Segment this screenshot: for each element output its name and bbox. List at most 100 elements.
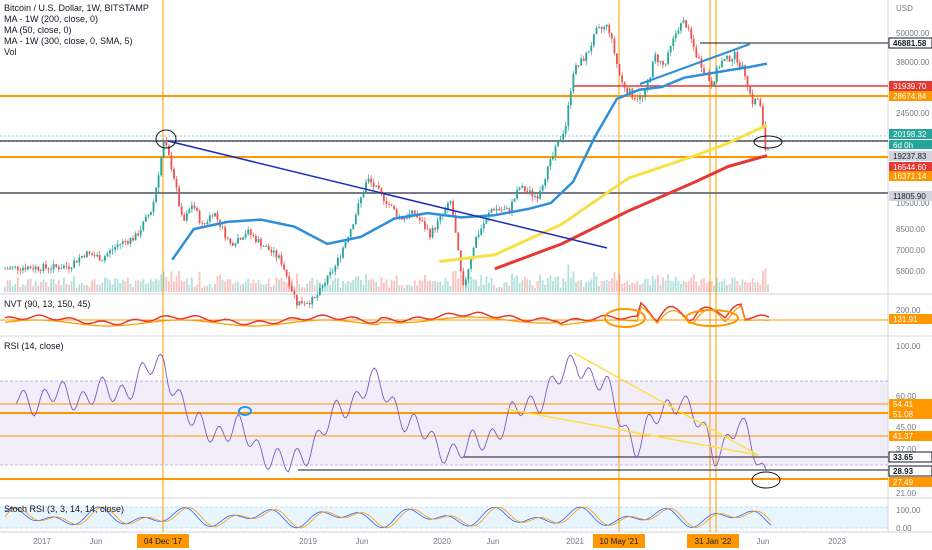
candle-body [436, 220, 439, 230]
candle-body [63, 265, 65, 269]
candle-body [751, 93, 754, 105]
candle-body [546, 166, 549, 180]
volume-bar [623, 282, 626, 292]
volume-bar [406, 284, 408, 292]
volume-bar [178, 271, 180, 292]
price-trendline [639, 43, 751, 85]
volume-bar [193, 286, 196, 292]
volume-bar [521, 280, 524, 292]
indicator-volume[interactable]: Vol [4, 47, 17, 57]
volume-bar [257, 279, 260, 292]
stoch-title[interactable]: Stoch RSI (3, 3, 14, 14, close) [4, 504, 125, 514]
volume-bar [516, 275, 518, 292]
volume-bar [436, 281, 439, 292]
price-tick: 24500.00 [896, 109, 930, 118]
rsi-title[interactable]: RSI (14, close) [4, 341, 64, 351]
candle-body [265, 245, 268, 247]
nvt-title[interactable]: NVT (90, 13, 150, 45) [4, 299, 91, 309]
volume-bar [344, 283, 347, 292]
candle-body [767, 149, 769, 151]
volume-bar [37, 285, 40, 292]
time-tick: Jun [90, 537, 103, 546]
volume-bar [127, 277, 129, 292]
candle-body [651, 61, 654, 78]
volume-bar [93, 279, 96, 292]
candle-body [162, 141, 165, 158]
volume-bar [610, 278, 613, 292]
rsi-label-box [889, 399, 932, 409]
candle-body [14, 266, 17, 268]
volume-bar [585, 282, 588, 292]
volume-bar [544, 284, 547, 292]
volume-bar [582, 286, 585, 292]
indicator-ma50[interactable]: MA (50, close, 0) [4, 25, 72, 35]
volume-bar [152, 281, 155, 292]
candle-body [114, 247, 116, 250]
volume-bar [224, 281, 227, 292]
candle-body [749, 86, 751, 94]
candle-body [321, 285, 324, 288]
indicator-ma300[interactable]: MA - 1W (300, close, 0, SMA, 5) [4, 36, 133, 46]
candle-body [334, 265, 337, 272]
candle-body [503, 209, 506, 210]
volume-bar [109, 280, 111, 292]
volume-bar [101, 282, 104, 292]
candle-body [249, 229, 252, 235]
stoch-d-line [4, 506, 772, 529]
candle-body [710, 80, 713, 87]
candle-body [598, 27, 600, 28]
volume-bar [672, 281, 675, 292]
volume-bar [616, 280, 618, 292]
volume-bar [677, 281, 680, 292]
volume-bar [518, 283, 521, 292]
candle-body [168, 145, 170, 155]
volume-bar [705, 282, 708, 292]
volume-bar [147, 283, 150, 292]
candle-body [703, 68, 705, 74]
candle-body [557, 141, 559, 147]
candle-body [406, 217, 408, 219]
volume-bar [331, 280, 334, 292]
candle-body [657, 54, 659, 63]
ma50-line [171, 62, 768, 261]
candle-body [674, 33, 677, 39]
candle-body [152, 202, 155, 212]
time-marker-box [137, 534, 189, 548]
volume-bar [646, 278, 649, 292]
volume-bar [157, 280, 160, 292]
chart-series [4, 62, 772, 529]
nvt-ellipse-1 [604, 308, 646, 328]
candle-body [452, 201, 454, 216]
candle-body [449, 201, 452, 204]
indicator-ma200[interactable]: MA - 1W (200, close, 0) [4, 14, 99, 24]
volume-bar [549, 275, 552, 292]
candle-body [429, 229, 431, 238]
volume-bar [47, 286, 50, 292]
candle-body [278, 255, 280, 258]
volume-bar [639, 284, 641, 292]
volume-bar [562, 278, 565, 292]
volume-bar [603, 281, 605, 292]
volume-bar [395, 275, 398, 292]
price-axis: USD 50000.00 38000.00 24500.00 10500.00 8500.… [888, 4, 932, 533]
volume-bar [388, 287, 390, 292]
volume-bar [485, 275, 488, 292]
rsi-tick: 60.00 [896, 392, 917, 401]
candle-body [580, 58, 582, 66]
volume-bar [731, 278, 734, 292]
candle-body [342, 247, 344, 258]
volume-bar [723, 278, 726, 292]
candle-body [96, 255, 99, 257]
candle-body [708, 73, 710, 81]
candle-body [431, 228, 434, 238]
volume-bar [34, 280, 37, 292]
volume-bar [27, 279, 29, 292]
candle-body [741, 65, 744, 68]
rsi-label-box [888, 465, 932, 477]
candle-body [27, 266, 29, 270]
volume-bar [418, 279, 421, 292]
candle-body [595, 27, 598, 35]
currency-label: USD [896, 4, 913, 13]
volume-bar [503, 282, 506, 292]
